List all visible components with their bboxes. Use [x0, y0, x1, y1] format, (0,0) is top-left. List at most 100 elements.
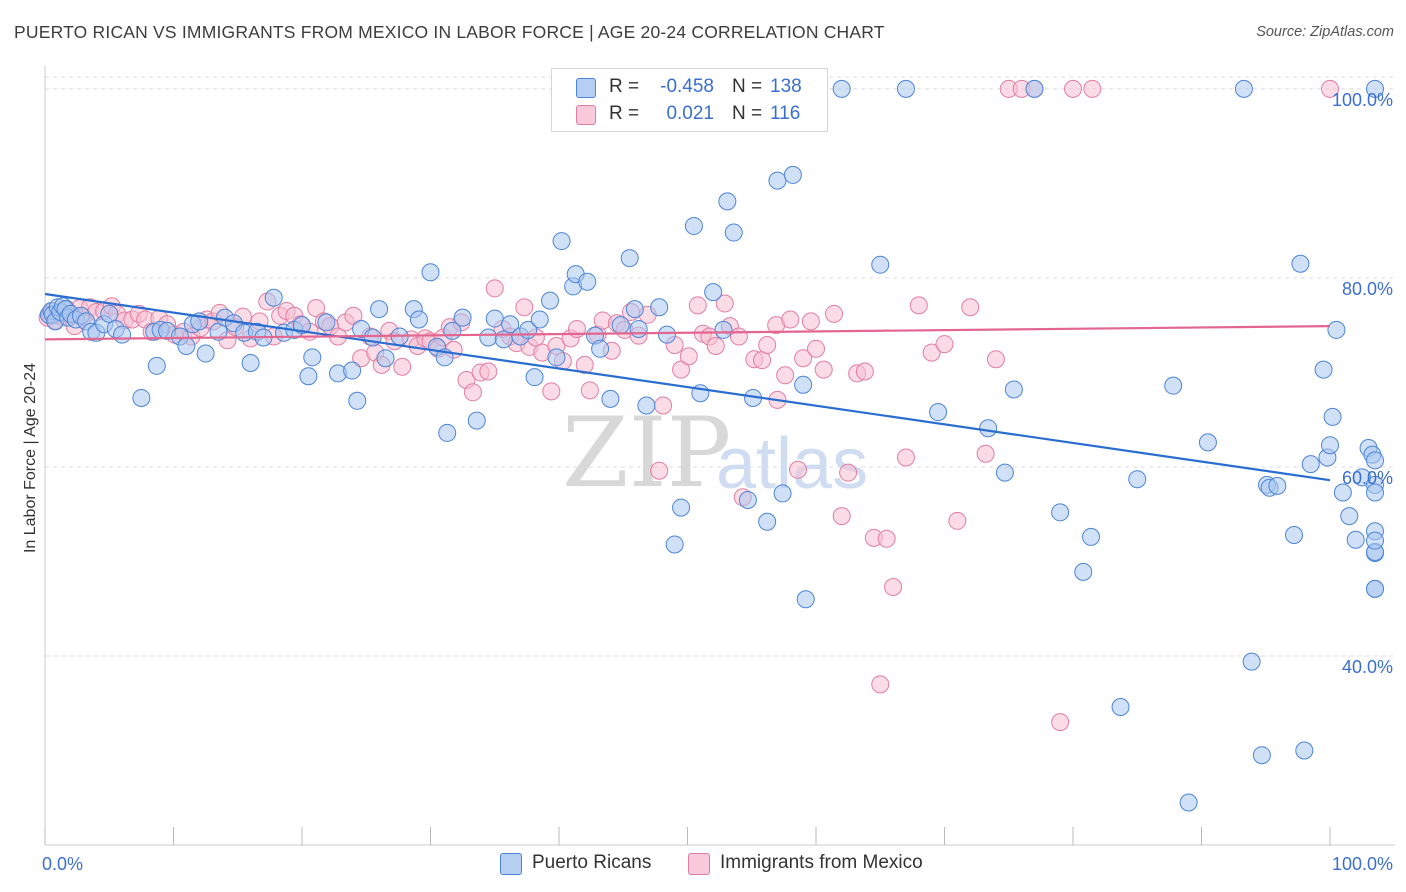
- puerto-ricans-point: [421, 263, 440, 282]
- x-tick-label-min: 0.0%: [42, 854, 83, 874]
- puerto-ricans-point: [1301, 455, 1320, 474]
- puerto-ricans-point: [241, 353, 260, 372]
- puerto-ricans-point: [501, 315, 520, 334]
- immigrants-from-mexico-point: [729, 327, 748, 346]
- immigrants-from-mexico-point: [580, 381, 599, 400]
- puerto-ricans-point: [718, 192, 737, 211]
- puerto-ricans-point: [591, 339, 610, 358]
- puerto-ricans-point: [724, 223, 743, 242]
- puerto-ricans-point: [578, 272, 597, 291]
- immigrants-from-mexico-point: [515, 298, 534, 317]
- trend-lines: [44, 292, 1331, 482]
- legend-row-puerto-ricans: R = -0.458 N = 138: [552, 73, 827, 101]
- puerto-ricans-point: [832, 79, 851, 98]
- puerto-ricans-point: [871, 255, 890, 274]
- puerto-ricans-point: [132, 388, 151, 407]
- immigrants-from-mexico-point: [393, 357, 412, 376]
- immigrants-from-mexico-point: [776, 366, 795, 385]
- immigrants-from-mexico-point: [650, 461, 669, 480]
- y-tick-label: 80.0%: [1342, 279, 1393, 299]
- puerto-ricans-point: [768, 171, 787, 190]
- immigrants-from-mexico-point: [794, 349, 813, 368]
- puerto-ricans-point: [1025, 79, 1044, 98]
- watermark-zip: ZIP: [562, 397, 731, 509]
- immigrants-from-mexico-point: [814, 360, 833, 379]
- legend-n-label: N =: [732, 103, 763, 124]
- puerto-ricans-point: [637, 396, 656, 415]
- puerto-ricans-point: [1111, 698, 1130, 717]
- puerto-ricans-point: [1321, 436, 1339, 455]
- puerto-ricans-point: [1268, 476, 1287, 495]
- legend-n-value: 116: [770, 103, 801, 124]
- puerto-ricans-point: [684, 216, 703, 235]
- puerto-ricans-point: [794, 375, 813, 394]
- puerto-ricans-point: [1366, 579, 1384, 598]
- immigrants-from-mexico-point: [961, 298, 980, 317]
- y-tick-label: 40.0%: [1342, 657, 1393, 677]
- puerto-ricans-point: [1314, 360, 1333, 379]
- puerto-ricans-point: [758, 512, 777, 531]
- legend-label-puerto-ricans: Puerto Ricans: [532, 852, 652, 873]
- puerto-ricans-points: [39, 79, 1384, 812]
- puerto-ricans-point: [1242, 652, 1261, 671]
- immigrants-from-mexico-point: [654, 396, 673, 415]
- puerto-ricans-point: [979, 419, 998, 438]
- puerto-ricans-point: [672, 498, 691, 517]
- x-tick-label-max: 100.0%: [1332, 854, 1393, 874]
- immigrants-from-mexico-point: [807, 339, 825, 358]
- legend-r-label: R =: [609, 103, 640, 124]
- immigrants-from-mexico-point: [909, 296, 928, 315]
- puerto-ricans-point: [409, 310, 428, 329]
- immigrants-from-mexico-point: [485, 279, 504, 298]
- legend-swatch-pink: [688, 853, 710, 875]
- puerto-ricans-point: [1366, 531, 1384, 550]
- puerto-ricans-point: [530, 310, 549, 329]
- immigrants-from-mexico-point: [679, 347, 698, 366]
- puerto-ricans-point: [467, 411, 486, 430]
- puerto-ricans-point: [1333, 483, 1352, 502]
- puerto-ricans-point: [1164, 376, 1183, 395]
- puerto-ricans-point: [264, 288, 283, 307]
- immigrants-from-mexico-point: [789, 460, 808, 479]
- puerto-ricans-point: [1179, 793, 1198, 812]
- legend-r-label: R =: [609, 76, 640, 97]
- immigrants-from-mexico-point: [986, 350, 1005, 369]
- puerto-ricans-point: [995, 463, 1014, 482]
- immigrants-from-mexico-point: [781, 310, 800, 329]
- legend-r-value: -0.458: [660, 76, 714, 97]
- immigrants-from-mexico-point: [1321, 79, 1339, 98]
- puerto-ricans-point: [1327, 320, 1346, 339]
- puerto-ricans-point: [1285, 526, 1304, 544]
- puerto-ricans-point: [783, 165, 802, 184]
- puerto-ricans-point: [714, 320, 733, 339]
- immigrants-from-mexico-point: [839, 463, 858, 482]
- puerto-ricans-point: [1323, 407, 1342, 426]
- puerto-ricans-point: [438, 423, 457, 442]
- puerto-ricans-point: [343, 361, 362, 380]
- immigrants-from-mexico-point: [877, 529, 896, 548]
- immigrants-from-mexico-point: [542, 382, 561, 401]
- puerto-ricans-point: [1004, 380, 1023, 399]
- immigrants-from-mexico-point: [832, 507, 851, 526]
- legend-n-label: N =: [732, 76, 763, 97]
- puerto-ricans-point: [541, 291, 560, 310]
- legend-n-value: 138: [770, 76, 802, 97]
- axes: [44, 66, 1395, 846]
- puerto-ricans-point: [293, 316, 311, 335]
- immigrants-from-mexico-point: [1051, 713, 1070, 732]
- chart-title: PUERTO RICAN VS IMMIGRANTS FROM MEXICO I…: [14, 22, 885, 42]
- puerto-ricans-point: [552, 232, 571, 251]
- puerto-ricans-point: [1291, 254, 1310, 273]
- puerto-ricans-point: [796, 590, 815, 609]
- puerto-ricans-point: [896, 79, 915, 98]
- immigrants-from-mexico-point: [463, 383, 482, 402]
- puerto-ricans-point: [738, 491, 757, 510]
- immigrants-from-mexico-point: [824, 304, 843, 323]
- legend-row-immigrants-from-mexico: R = 0.021 N = 116: [552, 100, 827, 128]
- puerto-ricans-point: [317, 313, 336, 332]
- immigrants-from-mexico-point: [479, 362, 498, 381]
- puerto-ricans-point: [348, 391, 367, 410]
- source-label: Source: ZipAtlas.com: [1256, 24, 1394, 40]
- puerto-ricans-point: [773, 484, 792, 503]
- puerto-ricans-point: [929, 403, 948, 422]
